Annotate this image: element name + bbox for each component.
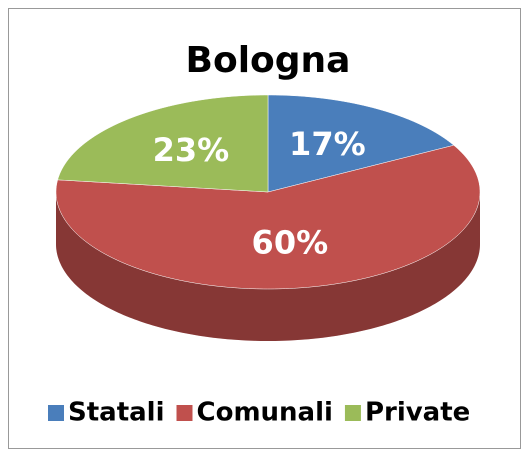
legend-swatch bbox=[48, 405, 64, 421]
legend-swatch bbox=[344, 405, 361, 421]
legend-label: Private bbox=[365, 398, 470, 428]
legend-label: Statali bbox=[68, 398, 165, 428]
slice-side bbox=[56, 192, 480, 341]
slice-side-shade bbox=[56, 192, 480, 341]
data-label: 17% bbox=[289, 125, 366, 163]
legend-label: Comunali bbox=[197, 398, 333, 428]
data-label: 60% bbox=[252, 223, 329, 261]
slice bbox=[267, 94, 455, 193]
data-label: 23% bbox=[153, 131, 230, 169]
chart-title: Bologna bbox=[186, 40, 351, 81]
slice bbox=[55, 144, 481, 290]
slice bbox=[57, 94, 269, 193]
legend-swatch bbox=[176, 405, 193, 421]
